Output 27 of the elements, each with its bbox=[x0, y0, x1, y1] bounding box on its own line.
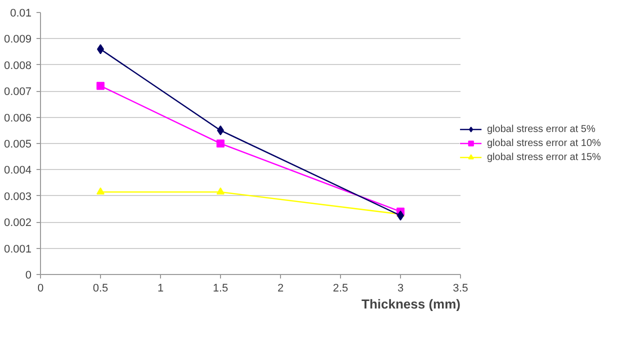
y-tick-label: 0.008 bbox=[4, 60, 32, 72]
legend-label: global stress error at 5% bbox=[486, 123, 596, 135]
y-tick-label: 0 bbox=[25, 270, 32, 282]
y-tick-label: 0.01 bbox=[10, 8, 32, 20]
y-tick-label: 0.007 bbox=[4, 86, 32, 98]
point bbox=[216, 140, 224, 148]
legend-label: global stress error at 10% bbox=[486, 137, 601, 149]
x-tick-label: 3.5 bbox=[452, 282, 468, 294]
point bbox=[96, 82, 104, 90]
y-tick-label: 0.006 bbox=[4, 112, 32, 124]
x-tick-label: 2.5 bbox=[332, 282, 348, 294]
x-tick-label: 3 bbox=[397, 282, 404, 294]
legend-label: global stress error at 15% bbox=[486, 151, 601, 163]
y-tick-label: 0.004 bbox=[4, 164, 32, 177]
x-axis-title: Thickness (mm) bbox=[362, 296, 461, 312]
x-tick-label: 1.5 bbox=[212, 282, 228, 294]
y-tick-label: 0.005 bbox=[4, 138, 32, 150]
y-tick-label: 0.001 bbox=[4, 243, 32, 256]
y-tick-label: 0.009 bbox=[4, 34, 32, 46]
x-tick-label: 0.5 bbox=[92, 282, 108, 294]
x-tick-label: 2 bbox=[277, 282, 284, 294]
x-tick-label: 0 bbox=[37, 282, 44, 294]
x-tick-label: 1 bbox=[157, 282, 164, 294]
y-tick-label: 0.002 bbox=[4, 217, 32, 230]
point bbox=[96, 187, 104, 194]
y-tick-label: 0.003 bbox=[4, 190, 32, 203]
point bbox=[216, 187, 224, 194]
